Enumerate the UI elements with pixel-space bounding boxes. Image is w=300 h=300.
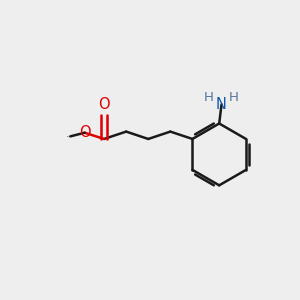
Text: methyl: methyl — [66, 136, 71, 137]
Text: N: N — [216, 97, 227, 112]
Text: H: H — [229, 92, 239, 104]
Text: O: O — [79, 125, 91, 140]
Text: H: H — [203, 92, 213, 104]
Text: O: O — [98, 97, 110, 112]
